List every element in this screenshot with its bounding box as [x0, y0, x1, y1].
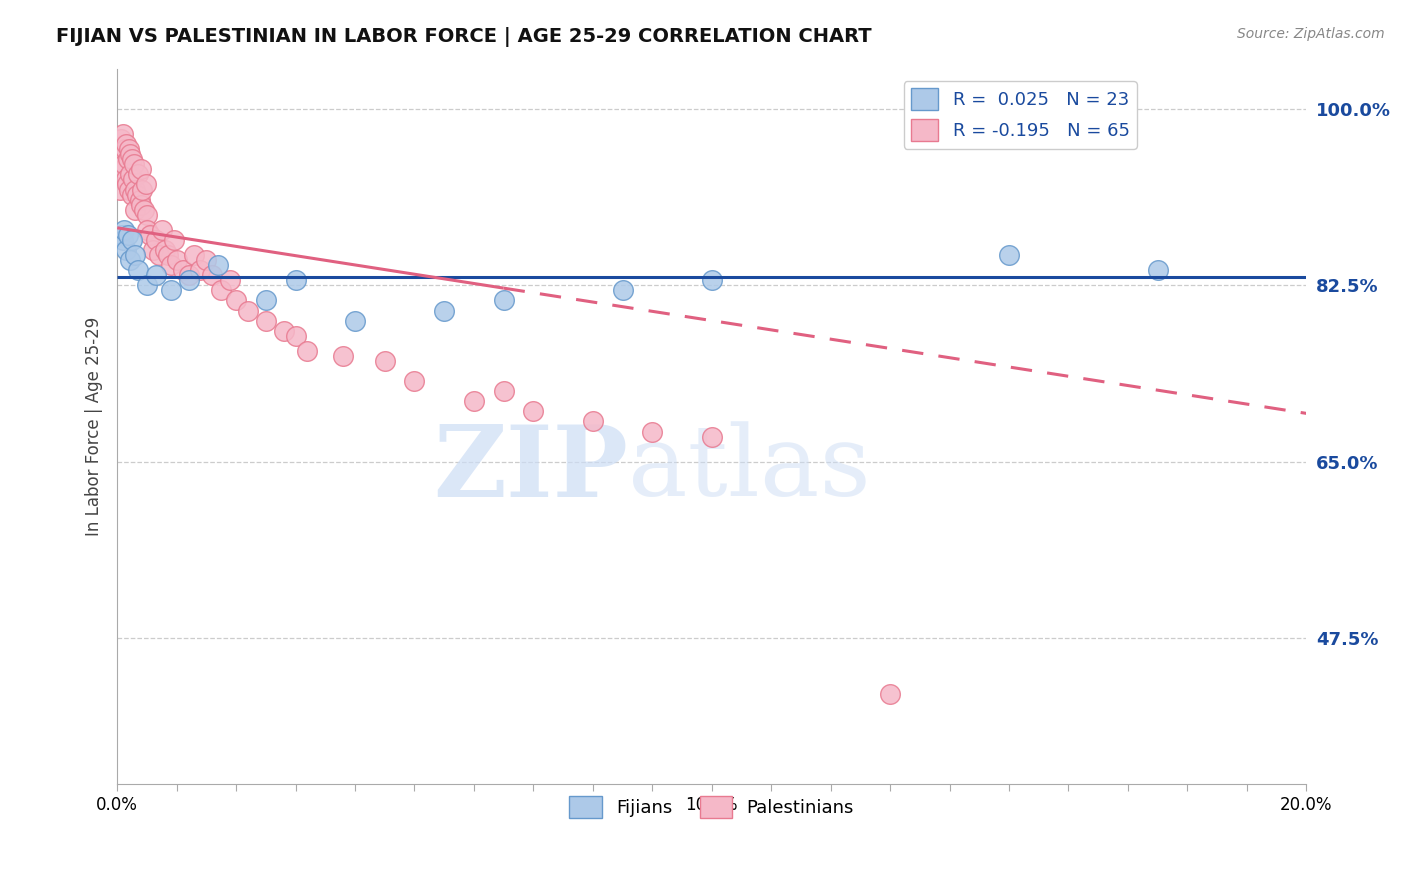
Point — [998, 248, 1021, 262]
Point — [404, 374, 426, 388]
Point — [122, 172, 145, 186]
Point — [641, 425, 664, 439]
Point — [163, 233, 186, 247]
Point — [273, 324, 295, 338]
Point — [612, 284, 634, 298]
Point — [110, 132, 132, 146]
Point — [236, 303, 259, 318]
Point — [127, 263, 149, 277]
Point — [128, 193, 150, 207]
Point — [115, 243, 138, 257]
Point — [135, 178, 157, 192]
Point — [332, 349, 354, 363]
Text: atlas: atlas — [628, 422, 872, 517]
Point — [159, 284, 181, 298]
Point — [254, 313, 277, 327]
Point — [177, 268, 200, 283]
Point — [522, 404, 544, 418]
Point — [284, 273, 307, 287]
Point — [166, 253, 188, 268]
Point — [124, 248, 146, 262]
Point — [112, 127, 135, 141]
Point — [225, 293, 247, 308]
Point — [120, 147, 142, 161]
Point — [111, 147, 134, 161]
Legend: Fijians, Palestinians: Fijians, Palestinians — [562, 789, 862, 825]
Point — [121, 153, 143, 167]
Point — [117, 153, 139, 167]
Point — [125, 187, 148, 202]
Point — [183, 248, 205, 262]
Point — [121, 187, 143, 202]
Point — [117, 178, 139, 192]
Text: FIJIAN VS PALESTINIAN IN LABOR FORCE | AGE 25-29 CORRELATION CHART: FIJIAN VS PALESTINIAN IN LABOR FORCE | A… — [56, 27, 872, 46]
Point — [201, 268, 224, 283]
Point — [117, 227, 139, 242]
Point — [115, 172, 138, 186]
Point — [150, 223, 173, 237]
Point — [124, 202, 146, 217]
Point — [114, 142, 136, 156]
Point — [112, 223, 135, 237]
Point — [139, 227, 162, 242]
Point — [118, 142, 141, 156]
Text: Source: ZipAtlas.com: Source: ZipAtlas.com — [1237, 27, 1385, 41]
Point — [142, 243, 165, 257]
Point — [159, 258, 181, 272]
Point — [129, 197, 152, 211]
Point — [148, 248, 170, 262]
Point — [131, 182, 153, 196]
Point — [120, 253, 142, 268]
Point — [433, 303, 456, 318]
Point — [153, 243, 176, 257]
Point — [111, 227, 134, 242]
Point — [219, 273, 242, 287]
Point — [492, 384, 515, 399]
Point — [145, 233, 167, 247]
Point — [195, 253, 218, 268]
Point — [112, 162, 135, 177]
Point — [172, 263, 194, 277]
Point — [209, 284, 232, 298]
Point — [297, 343, 319, 358]
Point — [112, 157, 135, 171]
Point — [122, 157, 145, 171]
Point — [343, 313, 366, 327]
Point — [132, 202, 155, 217]
Point — [254, 293, 277, 308]
Point — [127, 168, 149, 182]
Point — [124, 182, 146, 196]
Point — [284, 328, 307, 343]
Point — [1146, 263, 1168, 277]
Point — [492, 293, 515, 308]
Point — [190, 263, 212, 277]
Point — [374, 354, 396, 368]
Point — [135, 278, 157, 293]
Point — [207, 258, 229, 272]
Point — [879, 687, 901, 701]
Point — [129, 162, 152, 177]
Point — [177, 273, 200, 287]
Point — [115, 137, 138, 152]
Point — [120, 168, 142, 182]
Point — [135, 223, 157, 237]
Text: ZIP: ZIP — [433, 421, 628, 518]
Point — [145, 268, 167, 283]
Point — [108, 182, 131, 196]
Point — [121, 233, 143, 247]
Point — [700, 273, 723, 287]
Point — [582, 414, 605, 428]
Point — [112, 233, 135, 247]
Point — [156, 248, 179, 262]
Point — [463, 394, 485, 409]
Point — [700, 429, 723, 443]
Point — [118, 182, 141, 196]
Y-axis label: In Labor Force | Age 25-29: In Labor Force | Age 25-29 — [86, 317, 103, 536]
Point — [135, 208, 157, 222]
